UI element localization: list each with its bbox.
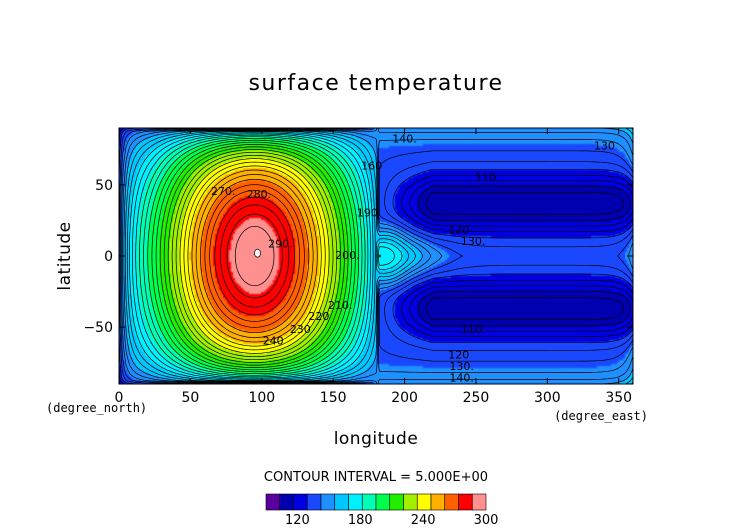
- colorbar-swatch: [361, 493, 377, 511]
- x-axis-ticks: 0 50 100 150 200 250 300 350: [115, 128, 632, 406]
- contour-line: [159, 144, 349, 368]
- contour-line: [183, 161, 326, 351]
- x-tick-label: 350: [605, 390, 632, 406]
- x-axis-label: longitude: [334, 429, 419, 449]
- contour-label: 130: [594, 139, 615, 152]
- y-unit-label: (degree_north): [46, 401, 147, 415]
- contour-line: [119, 128, 633, 384]
- contour-line: [417, 185, 631, 327]
- x-tick-label: 150: [320, 390, 347, 406]
- contour-label: 270.: [211, 185, 236, 198]
- colorbar-swatch: [444, 493, 459, 511]
- contour-line: [121, 128, 633, 384]
- contour-line: [234, 225, 275, 287]
- contour-line: [143, 136, 363, 376]
- contour-label: 210.: [328, 299, 353, 312]
- contour-line: [214, 196, 295, 316]
- contour-label: 240: [263, 334, 284, 347]
- colorbar-ticks: 120 180 240 300: [285, 513, 498, 528]
- colorbar-swatch: [430, 493, 446, 511]
- colorbar-swatch: [320, 493, 336, 511]
- contour-label: 110.: [461, 323, 486, 336]
- contour-line: [209, 190, 300, 322]
- contour-line: [119, 128, 633, 384]
- contour-label: 160: [361, 159, 382, 172]
- y-tick-label: −50: [83, 320, 113, 336]
- x-unit-label: (degree_east): [554, 409, 648, 423]
- temperature-maximum-marker: [254, 248, 261, 258]
- x-tick-label: 250: [463, 390, 490, 406]
- x-tick-label: 100: [248, 390, 275, 406]
- contour-line: [175, 154, 334, 358]
- contour-label: 200.: [335, 249, 360, 262]
- colorbar-swatch: [334, 493, 349, 511]
- colorbar-tick-label: 120: [285, 513, 310, 528]
- contour-line: [151, 139, 356, 373]
- contour-lines: [119, 128, 633, 384]
- contour-line: [187, 165, 322, 347]
- colorbar-tick-label: 300: [474, 513, 499, 528]
- contour-label: 120: [448, 223, 469, 236]
- contour-line: [129, 131, 403, 381]
- contour-line: [119, 128, 633, 384]
- colorbar-swatch: [265, 493, 281, 511]
- contour-line: [204, 184, 305, 328]
- contour-line: [163, 146, 345, 366]
- contour-line: [135, 133, 382, 379]
- contour-line: [220, 204, 290, 308]
- x-tick-label: 300: [534, 390, 561, 406]
- y-tick-label: 0: [104, 249, 113, 265]
- colorbar-swatch: [416, 493, 432, 511]
- y-axis-ticks: 50 0 −50: [83, 178, 633, 336]
- chart-title: surface temperature: [248, 71, 503, 96]
- contour-interval-note: CONTOUR INTERVAL = 5.000E+00: [264, 470, 488, 485]
- x-tick-label: 0: [115, 390, 124, 406]
- colorbar-swatch: [375, 493, 391, 511]
- contour-label: 290.: [268, 238, 293, 251]
- contour-line: [139, 134, 366, 378]
- colorbar-tick-label: 180: [348, 513, 373, 528]
- contour-line: [426, 192, 624, 320]
- contour-line: [122, 128, 633, 384]
- contour-label: 230: [290, 323, 311, 336]
- contour-label: 220: [308, 310, 329, 323]
- x-tick-label: 200: [391, 390, 418, 406]
- colorbar-swatch: [389, 493, 404, 511]
- x-tick-label: 50: [181, 390, 199, 406]
- contour-line: [171, 151, 338, 361]
- contour-line: [132, 132, 395, 380]
- colorbar-tick-label: 240: [411, 513, 436, 528]
- contour-label: 130.: [461, 235, 486, 248]
- colorbar-swatch: [293, 493, 308, 511]
- colorbar-swatch: [348, 493, 363, 511]
- contour-line: [167, 149, 341, 363]
- colorbar-swatch: [403, 493, 418, 511]
- contour-label: 140.: [449, 371, 474, 384]
- contour-label: 190: [357, 206, 378, 219]
- colorbar-swatch: [306, 493, 322, 511]
- contour-line: [195, 174, 314, 338]
- colorbar-swatch: [279, 493, 294, 511]
- contour-label: 110.: [475, 171, 500, 184]
- y-tick-label: 50: [95, 178, 113, 194]
- colorbar: [265, 493, 487, 511]
- y-axis-label: latitude: [55, 221, 75, 290]
- contour-label: 140.: [392, 132, 417, 145]
- contour-line: [179, 158, 330, 354]
- contour-label: 120: [448, 349, 469, 362]
- contour-line: [155, 141, 353, 371]
- contour-line: [226, 213, 283, 299]
- colorbar-swatch: [458, 493, 473, 511]
- contour-line: [200, 178, 310, 334]
- contour-line: [191, 169, 318, 343]
- contour-labels: 280.290.270.240230220210.200.190160140.1…: [211, 132, 615, 384]
- contour-label: 280.: [247, 188, 272, 201]
- contour-label: 130.: [449, 360, 474, 373]
- contour-line: [147, 137, 360, 375]
- colorbar-swatch: [471, 493, 487, 511]
- contour-line: [126, 128, 633, 384]
- contour-line: [123, 128, 633, 384]
